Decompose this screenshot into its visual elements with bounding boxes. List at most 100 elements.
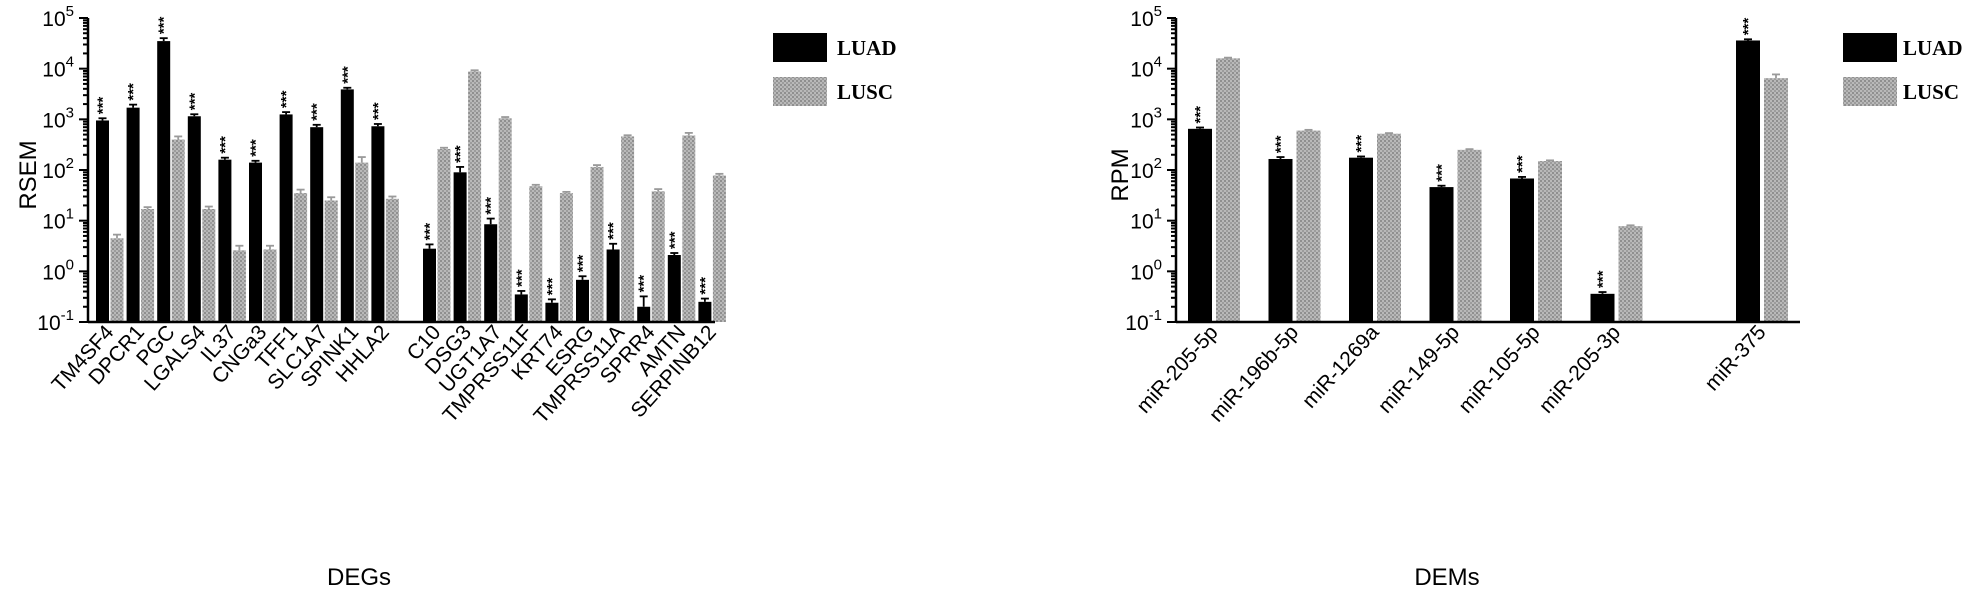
significance-mir-205-3p: *** xyxy=(1595,270,1612,288)
degs-legend-luad-label: LUAD xyxy=(837,36,897,60)
dems-legend-lusc-swatch xyxy=(1843,77,1897,106)
bar-lusc-tff1 xyxy=(294,193,308,322)
significance-mir-149-5p: *** xyxy=(1434,164,1451,182)
bar-lusc-tmprss11a xyxy=(621,136,635,322)
bar-luad-serpinb12 xyxy=(698,301,712,322)
bar-luad-mir-205-3p xyxy=(1590,293,1615,322)
bar-lusc-mir-205-5p xyxy=(1216,58,1240,323)
bar-luad-tff1 xyxy=(279,114,293,323)
bar-luad-spink1 xyxy=(340,89,354,322)
degs-y-tick-label: 105 xyxy=(42,3,74,31)
bar-lusc-sprr4 xyxy=(651,191,665,322)
bar-luad-mir-105-5p xyxy=(1510,178,1534,322)
bar-luad-krt74 xyxy=(545,302,559,322)
bar-luad-cnga3 xyxy=(249,162,262,322)
significance-hhla2: *** xyxy=(370,102,387,120)
bar-lusc-mir-1269a xyxy=(1377,133,1401,322)
degs-bars: *** *** *** *** *** *** *** *** *** *** *** *** *** *… xyxy=(95,16,726,323)
bar-lusc-mir-205-3p xyxy=(1618,226,1643,322)
bar-luad-mir-1269a xyxy=(1349,157,1373,322)
significance-mir-205-5p: *** xyxy=(1192,106,1209,124)
significance-dsg3: *** xyxy=(452,145,469,163)
significance-amtn: *** xyxy=(666,231,683,249)
significance-sprr4: *** xyxy=(636,275,653,293)
significance-dpcr1: *** xyxy=(125,83,142,101)
bar-luad-lgals4 xyxy=(187,116,201,323)
significance-mir-196b-5p: *** xyxy=(1273,135,1290,153)
significance-tmprss11a: *** xyxy=(605,222,622,240)
significance-ugt1a7: *** xyxy=(483,197,500,215)
degs-y-tick-label: 103 xyxy=(42,104,74,132)
significance-pgc: *** xyxy=(156,16,173,34)
dems-legend: LUAD LUSC xyxy=(1843,33,1963,106)
bar-lusc-c10 xyxy=(437,148,451,322)
bar-luad-mir-205-5p xyxy=(1188,128,1212,322)
bar-lusc-pgc xyxy=(171,139,185,322)
dems-bars: *** *** *** *** *** *** *** xyxy=(1188,18,1788,323)
bar-lusc-dsg3 xyxy=(468,71,482,322)
significance-slc1a7: *** xyxy=(309,103,326,121)
significance-mir-105-5p: *** xyxy=(1514,155,1531,173)
bar-lusc-dpcr1 xyxy=(141,208,155,322)
dems-legend-luad-swatch xyxy=(1843,33,1897,62)
dems-y-tick-label: 103 xyxy=(1130,104,1162,132)
bar-lusc-mir-105-5p xyxy=(1538,161,1562,322)
bar-luad-dpcr1 xyxy=(126,107,140,322)
bar-lusc-spink1 xyxy=(355,162,369,322)
bar-luad-ugt1a7 xyxy=(484,224,498,322)
degs-legend-luad-swatch xyxy=(773,33,827,62)
bar-lusc-tmprss11f xyxy=(529,186,543,322)
dems-legend-lusc-label: LUSC xyxy=(1903,80,1959,104)
category-label-mir-205-5p: miR-205-5p xyxy=(1132,321,1223,418)
significance-il37: *** xyxy=(217,136,234,154)
bar-lusc-mir-196b-5p xyxy=(1296,130,1321,322)
bar-lusc-il37 xyxy=(232,250,246,322)
significance-mir-1269a: *** xyxy=(1353,135,1370,153)
degs-y-tick-label: 100 xyxy=(42,256,74,284)
degs-y-tick-label: 102 xyxy=(42,155,74,183)
bar-lusc-krt74 xyxy=(559,193,573,322)
bar-luad-dsg3 xyxy=(453,172,467,322)
significance-tm4sf4: *** xyxy=(95,97,112,115)
dems-y-tick-label: 102 xyxy=(1130,155,1162,183)
dems-y-tick-label: 101 xyxy=(1130,206,1162,234)
significance-esrg: *** xyxy=(575,255,592,273)
bar-luad-mir-375 xyxy=(1736,40,1760,322)
dems-x-axis-title: DEMs xyxy=(1414,564,1479,591)
bar-luad-tm4sf4 xyxy=(96,120,109,322)
significance-serpinb12: *** xyxy=(697,277,714,295)
dems-y-tick-label: 10-1 xyxy=(1125,307,1162,335)
bar-lusc-ugt1a7 xyxy=(498,118,512,323)
bar-lusc-slc1a7 xyxy=(324,200,338,322)
category-label-mir-105-5p: miR-105-5p xyxy=(1454,321,1545,418)
bar-luad-mir-196b-5p xyxy=(1268,158,1293,322)
significance-mir-375: *** xyxy=(1740,18,1757,36)
bar-luad-tmprss11f xyxy=(514,294,528,322)
bar-luad-slc1a7 xyxy=(310,127,324,322)
bar-luad-tmprss11a xyxy=(606,249,620,322)
category-label-mir-205-3p: miR-205-3p xyxy=(1535,321,1626,418)
bar-luad-hhla2 xyxy=(371,126,385,323)
significance-tmprss11f: *** xyxy=(513,269,530,287)
bar-luad-il37 xyxy=(218,159,232,322)
dems-y-tick-label: 100 xyxy=(1130,256,1162,284)
significance-spink1: *** xyxy=(339,66,356,84)
category-label-mir-375: miR-375 xyxy=(1701,321,1771,395)
degs-chart: *** *** *** *** *** *** *** *** *** *** *** *** *** *… xyxy=(15,3,897,591)
significance-lgals4: *** xyxy=(186,93,203,111)
dems-legend-luad-label: LUAD xyxy=(1903,36,1963,60)
significance-tff1: *** xyxy=(278,90,295,108)
degs-legend-lusc-swatch xyxy=(773,77,827,106)
bar-lusc-hhla2 xyxy=(385,198,399,322)
bar-luad-pgc xyxy=(157,41,171,322)
bar-lusc-lgals4 xyxy=(202,208,216,322)
bar-lusc-cnga3 xyxy=(263,249,277,322)
degs-y-tick-label: 101 xyxy=(42,206,74,234)
dems-y-tick-label: 104 xyxy=(1130,54,1162,82)
degs-legend-lusc-label: LUSC xyxy=(837,80,893,104)
bar-lusc-mir-149-5p xyxy=(1457,149,1482,322)
bar-luad-sprr4 xyxy=(637,306,651,322)
bar-lusc-mir-375 xyxy=(1764,78,1788,322)
bar-lusc-serpinb12 xyxy=(712,175,726,322)
